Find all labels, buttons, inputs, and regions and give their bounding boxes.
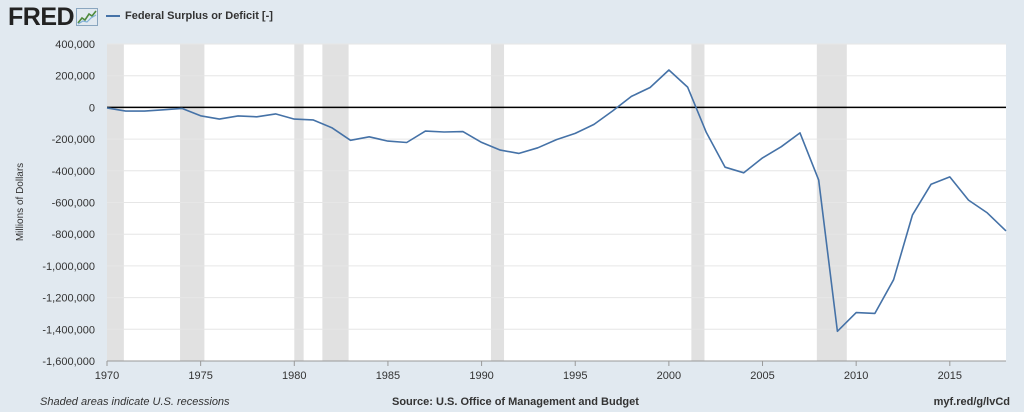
series-layer [106,69,1007,333]
x-tick-label: 1980 [282,370,306,382]
chart-header: FRED Federal Surplus or Deficit [-] [0,0,1024,36]
y-tick-label: -1,400,000 [42,324,95,336]
legend: Federal Surplus or Deficit [-] [106,10,273,22]
footer-source: Source: U.S. Office of Management and Bu… [392,396,639,408]
x-tick-label: 1985 [376,370,400,382]
y-tick-label: -200,000 [52,134,95,146]
x-tick-label: 1995 [563,370,587,382]
fred-graph-icon [76,8,99,26]
x-tick-label: 1990 [469,370,493,382]
fred-logo[interactable]: FRED [8,2,99,31]
y-tick-label: -1,000,000 [42,261,95,273]
y-axis-label: Millions of Dollars [15,163,26,241]
y-tick-label: 400,000 [55,39,95,51]
x-tick-label: 1970 [95,370,119,382]
y-tick-label: -800,000 [52,229,95,241]
series-line [106,69,1007,333]
x-tick-label: 2000 [657,370,681,382]
footer-short-link[interactable]: myf.red/g/lvCd [933,396,1010,408]
legend-swatch [106,15,120,17]
y-tick-label: -1,200,000 [42,293,95,305]
y-tick-label: -400,000 [52,166,95,178]
x-tick-label: 1975 [188,370,212,382]
legend-label: Federal Surplus or Deficit [-] [125,10,273,22]
x-tick-label: 2005 [750,370,774,382]
y-tick-label: -600,000 [52,198,95,210]
x-tick-label: 2010 [844,370,868,382]
fred-logo-text: FRED [8,2,75,31]
axes: 400,000 200,000 0 -200,000 -400,000 -600,000 -… [42,39,1006,382]
gridlines [107,43,1006,362]
footer-recession-note: Shaded areas indicate U.S. recessions [40,396,230,408]
x-tick-label: 2015 [938,370,962,382]
y-tick-label: -1,600,000 [42,356,95,368]
y-tick-label: 200,000 [55,71,95,83]
y-tick-label: 0 [89,102,95,114]
